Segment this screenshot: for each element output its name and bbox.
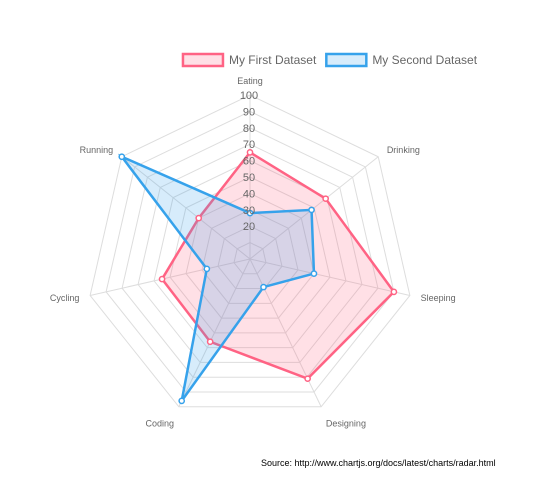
grid-ring-20	[217, 225, 283, 290]
grid-ring-90	[105, 110, 395, 393]
series-my-second-dataset-area	[117, 153, 316, 402]
grid-ring-30	[201, 209, 299, 304]
grid-ring-60	[153, 160, 347, 349]
axis-labels: Eating Drinking Sleeping Designing Coding Cyc…	[50, 76, 456, 429]
point-my-second-dataset-drinking[interactable]	[308, 206, 315, 214]
legend-item-my-second-dataset[interactable]: My Second Dataset	[325, 52, 478, 68]
grid-ring-10	[233, 242, 267, 275]
series-my-first-dataset-area	[160, 150, 396, 381]
spoke-sleeping	[249, 258, 410, 296]
point-my-second-dataset-coding[interactable]	[178, 397, 186, 405]
spoke-designing	[249, 258, 322, 407]
spoke-running	[121, 156, 251, 260]
tick-label-30: 30	[243, 205, 255, 217]
radar-grid	[89, 94, 411, 408]
axis-label-coding: Coding	[146, 419, 175, 429]
point-my-second-dataset-running[interactable]	[118, 153, 126, 161]
legend[interactable]: My First Dataset My Second Dataset	[181, 52, 478, 68]
point-my-first-dataset-drinking[interactable]	[322, 195, 330, 203]
radar-series	[117, 149, 398, 405]
grid-ring-100	[89, 94, 411, 408]
legend-item-my-first-dataset[interactable]: My First Dataset	[181, 52, 317, 68]
legend-label-my-first-dataset: My First Dataset	[229, 53, 317, 67]
tick-label-70: 70	[243, 139, 255, 151]
grid-ring-40	[185, 192, 315, 319]
tick-label-90: 90	[243, 106, 255, 118]
axis-label-drinking: Drinking	[387, 145, 420, 155]
spoke-coding	[178, 258, 251, 407]
point-my-first-dataset-eating[interactable]	[246, 149, 254, 156]
axis-label-eating: Eating	[237, 76, 263, 86]
point-my-second-dataset-designing[interactable]	[260, 283, 267, 291]
tick-label-20: 20	[243, 221, 255, 233]
grid-ring-80	[121, 127, 379, 378]
tick-label-60: 60	[243, 156, 255, 168]
point-my-second-dataset-cycling[interactable]	[203, 265, 211, 273]
legend-swatch-my-first-dataset	[181, 52, 225, 68]
point-my-first-dataset-designing[interactable]	[304, 375, 311, 383]
tick-label-40: 40	[243, 188, 255, 200]
tick-label-80: 80	[243, 123, 255, 135]
tick-label-50: 50	[243, 172, 255, 184]
point-my-first-dataset-cycling[interactable]	[158, 275, 166, 283]
axis-label-sleeping: Sleeping	[421, 293, 456, 303]
point-my-first-dataset-coding[interactable]	[206, 338, 214, 346]
grid-ring-50	[169, 176, 331, 334]
legend-swatch-my-second-dataset	[325, 52, 368, 68]
point-my-first-dataset-sleeping[interactable]	[390, 288, 398, 296]
tick-label-100: 100	[240, 90, 258, 102]
axis-label-running: Running	[80, 145, 114, 155]
point-my-second-dataset-sleeping[interactable]	[310, 270, 318, 277]
axis-label-designing: Designing	[326, 419, 366, 429]
spoke-cycling	[90, 258, 251, 296]
source-note: Source: http://www.chartjs.org/docs/late…	[261, 458, 496, 468]
radial-tick-labels: 20 30 40 50 60 70 80 90 100	[240, 90, 258, 233]
legend-label-my-second-dataset: My Second Dataset	[372, 53, 477, 67]
axis-label-cycling: Cycling	[50, 293, 80, 303]
point-my-first-dataset-running[interactable]	[195, 214, 203, 222]
point-my-second-dataset-eating[interactable]	[246, 209, 254, 217]
